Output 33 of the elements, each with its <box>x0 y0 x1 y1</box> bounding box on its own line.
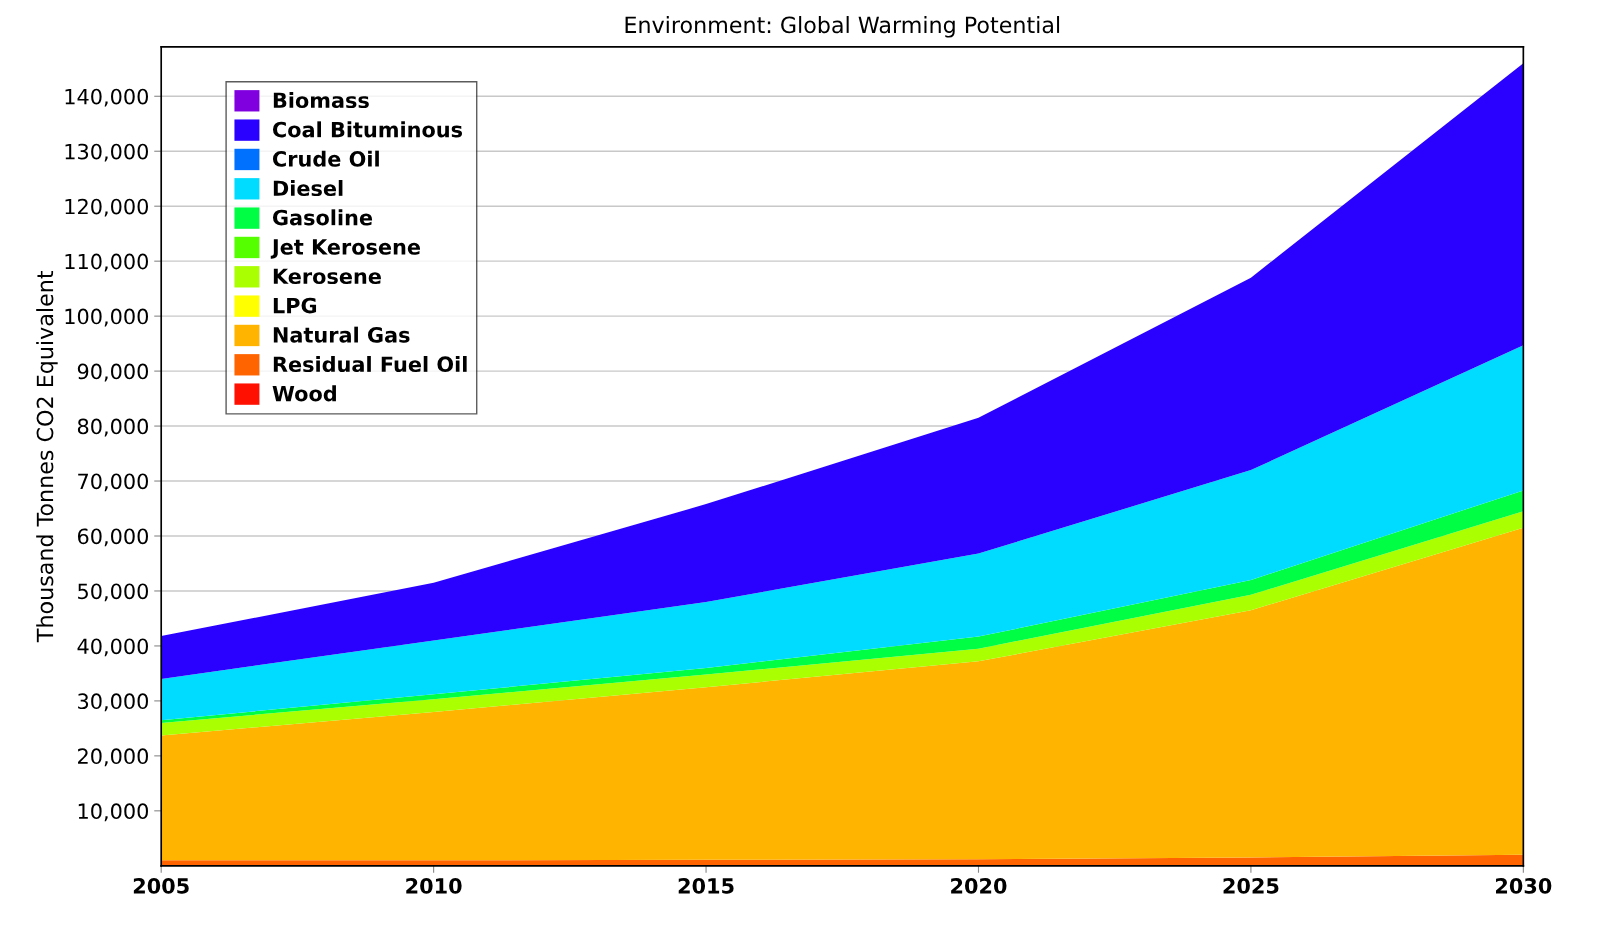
y-tick-label: 90,000 <box>77 363 149 382</box>
legend-label: Crude Oil <box>272 150 379 167</box>
legend-label: Coal Bituminous <box>272 121 463 138</box>
y-tick-label: 80,000 <box>77 418 149 437</box>
legend-label: Biomass <box>273 92 369 109</box>
x-tick-label: 2025 <box>1223 877 1279 894</box>
x-tick-label: 2010 <box>406 877 462 894</box>
y-tick-label: 140,000 <box>65 88 149 107</box>
y-tick-label: 70,000 <box>78 473 149 492</box>
legend-label: Gasoline <box>272 209 373 226</box>
y-tick-label: 120,000 <box>65 198 149 217</box>
chart-title: Environment: Global Warming Potential <box>625 16 1060 38</box>
legend-label: Residual Fuel Oil <box>273 355 467 373</box>
y-tick-label: 110,000 <box>65 253 149 272</box>
legend-label: LPG <box>273 297 317 314</box>
y-tick-label: 40,000 <box>77 638 149 657</box>
x-tick-label: 2015 <box>678 877 734 894</box>
x-tick-label: 2030 <box>1496 877 1552 894</box>
y-tick-label: 20,000 <box>78 748 149 767</box>
y-tick-label: 60,000 <box>77 528 149 547</box>
legend-label: Kerosene <box>273 268 381 285</box>
y-tick-label: 30,000 <box>78 693 149 712</box>
y-tick-label: 10,000 <box>78 803 149 822</box>
y-tick-label: 100,000 <box>65 308 149 327</box>
x-tick-label: 2005 <box>133 877 189 894</box>
y-tick-label: 130,000 <box>65 143 149 162</box>
y-tick-label: 50,000 <box>78 583 149 602</box>
x-tick-label: 2020 <box>951 877 1007 894</box>
legend-label: Natural Gas <box>273 326 410 343</box>
legend-label: Jet Kerosene <box>270 239 421 259</box>
y-axis-title: Thousand Tonnes CO2 Equivalent <box>36 270 58 643</box>
legend-label: Diesel <box>273 180 343 197</box>
legend-label: Wood <box>272 385 336 402</box>
